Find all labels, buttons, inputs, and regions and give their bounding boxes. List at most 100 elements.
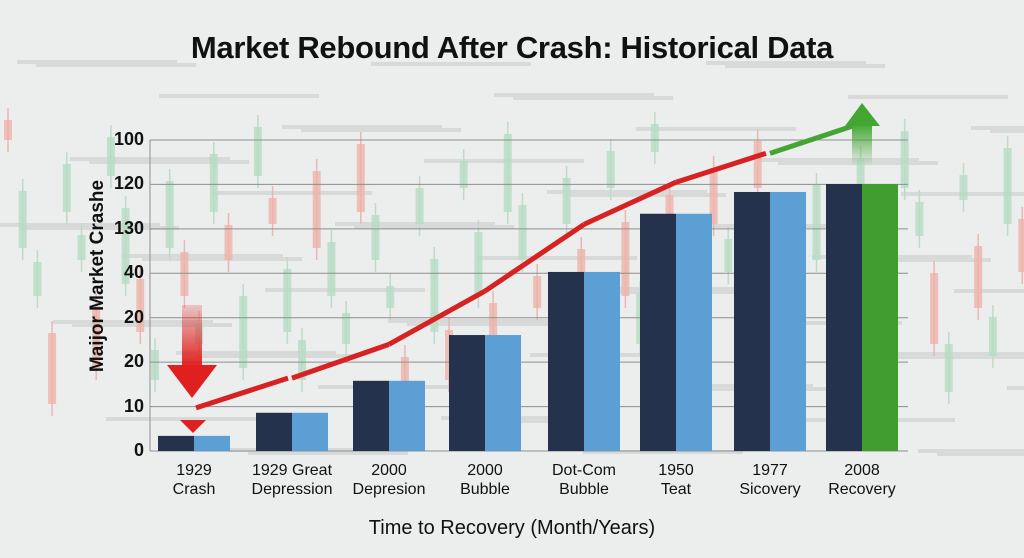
newspaper-text-line — [19, 226, 179, 230]
newspaper-text-line — [990, 129, 1024, 133]
newspaper-text-line — [354, 225, 514, 229]
x-tick-label: 2000 Depresion — [352, 462, 426, 498]
bar-light — [770, 191, 806, 451]
x-tick-label: 1929 Crash — [172, 462, 216, 498]
newspaper-text-line — [865, 352, 1024, 356]
bar-dark — [449, 335, 485, 451]
trend-line-segment — [769, 123, 853, 156]
bar-dark — [734, 191, 770, 451]
y-tick-label: 20 — [123, 351, 144, 372]
newspaper-text-line — [282, 125, 442, 129]
candlestick — [518, 205, 527, 260]
candlestick — [209, 154, 218, 212]
candlestick — [386, 286, 395, 308]
newspaper-text-line — [0, 223, 160, 227]
newspaper-text-line — [884, 355, 1024, 359]
newspaper-text-line — [725, 64, 885, 68]
candlestick — [33, 262, 42, 296]
y-tick-label: 100 — [113, 129, 144, 149]
bar-dark — [548, 271, 584, 451]
up-arrow-shaft — [852, 124, 872, 166]
trend-line-segment — [483, 222, 586, 294]
chart-title: Market Rebound After Crash: Historical D… — [190, 30, 834, 65]
newspaper-text-line — [954, 289, 1024, 293]
newspaper-text-line — [195, 354, 355, 358]
candlestick — [1018, 219, 1024, 272]
candlestick — [900, 131, 909, 188]
x-tick-label: 1977 Sicovery — [739, 462, 801, 498]
newspaper-text-line — [583, 450, 743, 454]
newspaper-text-line — [937, 452, 1024, 456]
x-tick-label: Dot-Com Bubble — [551, 462, 616, 498]
newspaper-text-line — [248, 451, 408, 455]
candlestick — [930, 273, 939, 344]
newspaper-text-line — [159, 94, 319, 98]
trend-line-segment — [387, 288, 487, 347]
newspaper-text-line — [17, 60, 177, 64]
newspaper-text-line — [212, 191, 372, 195]
newspaper-text-line — [36, 63, 196, 67]
bar-light — [862, 183, 898, 451]
newspaper-text-line — [918, 449, 1024, 453]
x-tick-label: 1929 Great Depression — [251, 462, 333, 498]
newspaper-text-line — [759, 158, 919, 162]
candlestick — [606, 151, 615, 188]
candlestick — [48, 333, 57, 404]
y-tick-label: 120 — [113, 173, 144, 194]
newspaper-text-line — [742, 321, 902, 325]
newspaper-text-line — [53, 320, 213, 324]
newspaper-text-line — [636, 127, 796, 131]
candlestick — [489, 303, 498, 344]
bar-light — [676, 213, 712, 451]
x-tick-label: 2008 Recovery — [828, 462, 896, 498]
bar-light — [389, 380, 425, 451]
bar-light — [485, 335, 521, 451]
x-axis-label: Time to Recovery (Month/Years) — [368, 517, 656, 539]
candlestick — [106, 137, 115, 176]
newspaper-text-line — [848, 95, 1008, 99]
newspaper-text-line — [494, 93, 654, 97]
newspaper-text-line — [706, 61, 866, 65]
candlestick — [724, 239, 733, 272]
newspaper-text-line — [477, 256, 637, 260]
candlestick — [180, 252, 189, 296]
candlestick — [709, 168, 718, 224]
candlestick — [77, 235, 86, 260]
x-tick-label: 2000 Bubble — [460, 462, 510, 498]
candlestick — [283, 269, 292, 332]
y-tick-label: 20 — [123, 306, 144, 327]
newspaper-text-line — [142, 257, 302, 261]
y-tick-label: 0 — [133, 440, 144, 460]
candlestick — [268, 198, 277, 224]
newspaper-text-line — [971, 126, 1024, 130]
candlestick — [915, 202, 924, 236]
candlestick — [239, 296, 248, 368]
up-arrow-icon — [845, 103, 880, 126]
candlestick — [92, 306, 101, 368]
down-arrow-shaft — [182, 305, 202, 367]
candlestick — [959, 175, 968, 200]
y-tick-label: 130 — [113, 217, 144, 238]
x-tick-label: 1950 Teat — [658, 462, 694, 498]
candlestick — [151, 350, 159, 380]
bar-light — [584, 271, 620, 451]
newspaper-text-line — [371, 62, 531, 66]
newspaper-text-line — [72, 323, 232, 327]
newspaper-text-line — [547, 190, 707, 194]
newspaper-text-line — [653, 384, 813, 388]
candlestick — [18, 191, 27, 248]
down-triangle-icon — [180, 420, 206, 433]
bar-light — [292, 412, 328, 451]
newspaper-text-line — [407, 322, 567, 326]
candlestick — [944, 344, 953, 392]
candlestick — [812, 185, 821, 260]
candlestick — [4, 120, 12, 140]
candlestick — [298, 340, 306, 380]
newspaper-text-line — [301, 128, 461, 132]
trend-line-segment — [675, 150, 767, 185]
trend-line-segment — [291, 342, 390, 381]
candlestick — [253, 127, 262, 176]
y-tick-label: 10 — [123, 395, 144, 416]
candlestick — [1003, 148, 1012, 224]
